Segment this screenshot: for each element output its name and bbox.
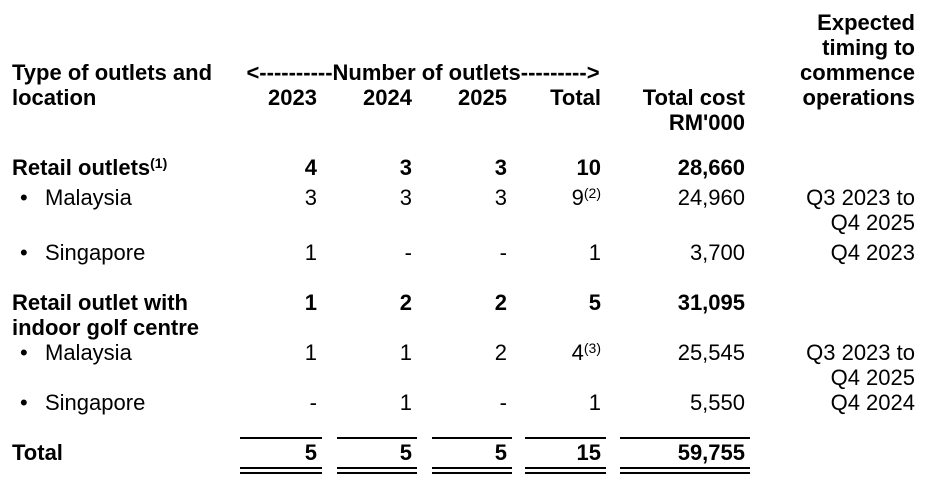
col-header-expected-timing-line4: operations	[802, 85, 915, 110]
col-header-year-2025: 2025	[458, 85, 507, 110]
row-label-singapore: • Singapore	[12, 390, 240, 415]
col-header-total-cost: Total cost RM'000	[606, 10, 750, 135]
cell-total-outlets: 1	[588, 240, 601, 265]
table-row-retail-outlets: Retail outlets(1) 4 3 3 10 28,660	[12, 155, 928, 180]
footnote-ref-3: (3)	[583, 339, 601, 356]
cell-timing	[750, 155, 928, 180]
col-header-total-cost-line1: Total cost	[642, 85, 745, 110]
cell-2023: 4	[304, 155, 317, 180]
cell-total-outlets: 5	[588, 290, 601, 315]
cell-2025: 2	[494, 340, 507, 365]
cell-2025: 2	[494, 290, 507, 315]
cell-2024: 3	[399, 155, 412, 180]
cell-2024: -	[404, 240, 412, 265]
row-label-total: Total	[12, 440, 63, 465]
col-header-type-location-line1: Type of outlets and	[12, 60, 213, 85]
col-header-year-2024: 2024	[363, 85, 412, 110]
cell-total-cost: 24,960	[677, 185, 745, 210]
row-label-retail-golf: Retail outlet with indoor golf centre	[12, 290, 199, 340]
cell-total-outlets-total: 15	[512, 430, 606, 490]
col-header-expected-timing-line1: Expected	[817, 10, 915, 35]
cell-2023: 1	[304, 340, 317, 365]
cell-total-outlets: 4(3)	[571, 339, 601, 365]
col-header-expected-timing: Expected timing to commence operations	[750, 10, 928, 135]
bullet-icon: •	[20, 340, 28, 365]
col-header-type-location: Type of outlets and location	[12, 10, 240, 135]
row-label-malaysia: • Malaysia	[12, 180, 240, 240]
cell-timing: Q4 2024	[830, 390, 915, 415]
cell-2023: 1	[304, 240, 317, 265]
cell-total-cost: 25,545	[677, 340, 745, 365]
cell-2023: -	[309, 390, 317, 415]
cell-total-cost: 5,550	[689, 390, 745, 415]
footnote-ref-1: (1)	[150, 154, 168, 171]
cell-total-outlets: 9(2)	[571, 184, 601, 210]
table-row-retail-malaysia: • Malaysia 3 3 3 9(2) 24,960 Q3 2023 to Q…	[12, 180, 928, 240]
outlets-table: Type of outlets and location <----------…	[12, 10, 928, 490]
table-row-retail-golf: Retail outlet with indoor golf centre 1 …	[12, 290, 928, 340]
cell-2024: 1	[399, 340, 412, 365]
cell-total-outlets: 10	[576, 155, 601, 180]
table-header-row: Type of outlets and location <----------…	[12, 10, 928, 135]
row-label-malaysia: • Malaysia	[12, 340, 240, 390]
spacer-row	[12, 415, 928, 430]
table-row-total: Total 5 5 5 15 59,755	[12, 430, 928, 490]
bullet-icon: •	[20, 185, 28, 210]
cell-2024-total: 5	[322, 430, 417, 490]
number-of-outlets-arrow: <----------Number of outlets--------->	[246, 60, 600, 85]
cell-2025: 3	[494, 155, 507, 180]
cell-timing: Q3 2023 to Q4 2025	[806, 340, 915, 390]
cell-timing	[750, 290, 928, 340]
col-header-expected-timing-line2: timing to	[822, 35, 915, 60]
year-headers-row: 2023 2024 2025 Total	[240, 85, 606, 110]
col-header-year-2023: 2023	[268, 85, 317, 110]
cell-2023: 3	[304, 185, 317, 210]
bullet-icon: •	[20, 390, 28, 415]
col-header-total-cost-line2: RM'000	[668, 110, 745, 135]
table-row-golf-singapore: • Singapore - 1 - 1 5,550 Q4 2024	[12, 390, 928, 415]
table-row-retail-singapore: • Singapore 1 - - 1 3,700 Q4 2023	[12, 240, 928, 265]
col-header-type-location-line2: location	[12, 85, 97, 110]
cell-total-cost-total: 59,755	[606, 430, 750, 490]
cell-2025: -	[499, 390, 507, 415]
col-header-expected-timing-line3: commence	[800, 60, 915, 85]
cell-2025: 3	[494, 185, 507, 210]
col-header-number-of-outlets: <----------Number of outlets---------> 2…	[240, 10, 606, 135]
cell-2023-total: 5	[240, 430, 322, 490]
cell-2024: 3	[399, 185, 412, 210]
col-header-total: Total	[550, 85, 601, 110]
cell-timing: Q4 2023	[830, 240, 915, 265]
cell-total-outlets: 1	[588, 390, 601, 415]
spacer-row	[12, 135, 928, 155]
row-label-singapore: • Singapore	[12, 240, 240, 265]
cell-2025: -	[499, 240, 507, 265]
cell-total-cost: 31,095	[677, 290, 745, 315]
row-label-retail-outlets: Retail outlets(1)	[12, 154, 168, 180]
table-row-golf-malaysia: • Malaysia 1 1 2 4(3) 25,545 Q3 2023 to Q…	[12, 340, 928, 390]
bullet-icon: •	[20, 240, 28, 265]
cell-2024: 2	[399, 290, 412, 315]
cell-total-cost: 3,700	[689, 240, 745, 265]
footnote-ref-2: (2)	[583, 184, 601, 201]
spacer-row	[12, 265, 928, 290]
cell-timing	[750, 430, 928, 490]
cell-total-cost: 28,660	[677, 155, 745, 180]
cell-2025-total: 5	[417, 430, 512, 490]
cell-2023: 1	[304, 290, 317, 315]
cell-timing: Q3 2023 to Q4 2025	[806, 185, 915, 235]
cell-2024: 1	[399, 390, 412, 415]
